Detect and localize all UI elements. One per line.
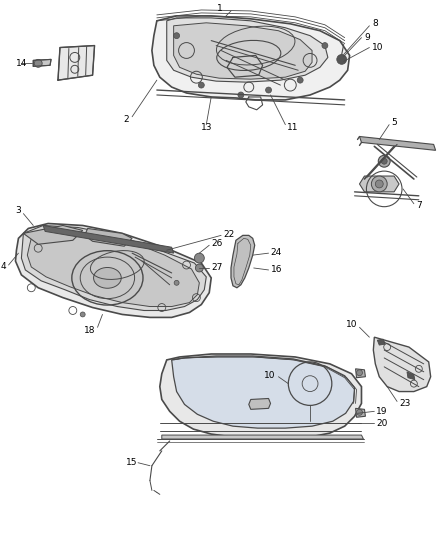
Text: 13: 13 xyxy=(201,123,212,132)
Polygon shape xyxy=(356,369,365,378)
Text: 27: 27 xyxy=(211,263,223,272)
Circle shape xyxy=(265,87,272,93)
Polygon shape xyxy=(360,176,399,192)
Polygon shape xyxy=(167,18,328,82)
Polygon shape xyxy=(58,45,95,80)
Polygon shape xyxy=(377,339,385,345)
Circle shape xyxy=(297,77,303,83)
Polygon shape xyxy=(43,225,173,253)
Polygon shape xyxy=(373,337,431,392)
Polygon shape xyxy=(173,23,312,79)
Circle shape xyxy=(34,59,42,67)
Text: 4: 4 xyxy=(1,262,7,271)
Text: 3: 3 xyxy=(16,206,21,215)
Circle shape xyxy=(378,155,390,167)
Polygon shape xyxy=(33,59,51,66)
Polygon shape xyxy=(23,225,83,244)
Circle shape xyxy=(357,409,363,415)
Polygon shape xyxy=(360,136,436,150)
Polygon shape xyxy=(152,16,350,100)
Text: 2: 2 xyxy=(124,115,129,124)
Text: 18: 18 xyxy=(84,326,95,335)
Circle shape xyxy=(381,158,387,164)
Text: 23: 23 xyxy=(399,399,410,408)
Text: 19: 19 xyxy=(376,407,388,416)
Ellipse shape xyxy=(94,268,121,288)
Circle shape xyxy=(173,33,180,38)
Text: 15: 15 xyxy=(126,458,137,467)
Polygon shape xyxy=(15,223,211,318)
Text: 20: 20 xyxy=(376,419,388,427)
Text: 26: 26 xyxy=(211,239,223,248)
Polygon shape xyxy=(356,408,365,417)
Circle shape xyxy=(56,236,60,241)
Circle shape xyxy=(198,82,204,88)
Polygon shape xyxy=(407,372,415,379)
Polygon shape xyxy=(231,236,255,288)
Circle shape xyxy=(357,370,363,376)
Text: 10: 10 xyxy=(346,320,357,329)
Polygon shape xyxy=(21,225,206,311)
Text: 5: 5 xyxy=(391,118,397,127)
Text: 8: 8 xyxy=(372,19,378,28)
Polygon shape xyxy=(249,399,271,409)
Text: 10: 10 xyxy=(264,372,276,380)
Circle shape xyxy=(238,92,244,98)
Circle shape xyxy=(80,312,85,317)
Polygon shape xyxy=(172,356,354,428)
Circle shape xyxy=(375,180,383,188)
Text: 11: 11 xyxy=(287,123,299,132)
Text: 24: 24 xyxy=(271,248,282,257)
Text: 10: 10 xyxy=(372,43,384,52)
Polygon shape xyxy=(85,229,132,246)
Polygon shape xyxy=(27,230,199,306)
Text: 22: 22 xyxy=(223,230,234,239)
Text: 7: 7 xyxy=(416,201,422,210)
Circle shape xyxy=(337,54,346,64)
Circle shape xyxy=(322,43,328,49)
Circle shape xyxy=(145,244,149,249)
Polygon shape xyxy=(162,435,364,439)
Text: 9: 9 xyxy=(364,33,370,42)
Circle shape xyxy=(174,280,179,285)
Polygon shape xyxy=(160,354,361,439)
Text: 16: 16 xyxy=(271,265,282,274)
Circle shape xyxy=(371,176,387,192)
Text: 1: 1 xyxy=(217,4,223,13)
Circle shape xyxy=(194,253,204,263)
Text: 14: 14 xyxy=(15,59,27,68)
Circle shape xyxy=(195,264,203,272)
